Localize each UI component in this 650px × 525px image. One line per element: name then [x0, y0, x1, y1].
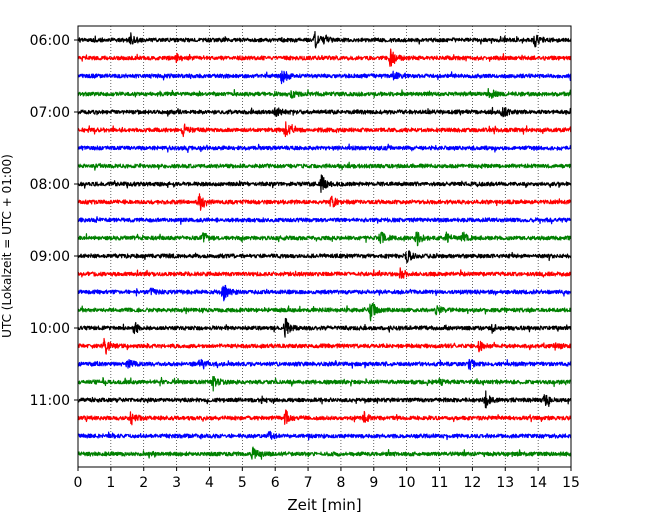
y-tick-label: 08:00 [30, 177, 70, 193]
trace-line [77, 409, 572, 426]
trace-line [77, 174, 572, 193]
plot-background [78, 26, 571, 467]
x-tick-label: 12 [463, 475, 481, 491]
trace-line [77, 87, 572, 99]
x-tick-label: 9 [369, 475, 378, 491]
y-axis-label: UTC (Lokalzeit = UTC + 01:00) [0, 154, 14, 338]
trace-line [77, 358, 572, 371]
trace-line [77, 267, 572, 279]
trace-group [77, 30, 572, 460]
y-tick-label: 07:00 [30, 105, 70, 121]
x-axis-label: Zeit [min] [287, 496, 361, 514]
x-tick-label: 6 [271, 475, 280, 491]
trace-line [77, 284, 572, 302]
y-tick-label: 06:00 [30, 33, 70, 49]
trace-line [77, 193, 572, 211]
y-axis-ticks: 06:00 07:00 08:00 09:00 10:00 11:00 [30, 33, 78, 409]
y-tick-label: 09:00 [30, 249, 70, 265]
trace-line [77, 317, 572, 338]
plot-frame [77, 25, 572, 468]
x-tick-label: 3 [172, 475, 181, 491]
x-tick-label: 10 [398, 475, 416, 491]
trace-line [77, 216, 572, 225]
trace-line [77, 143, 572, 154]
trace-line [77, 161, 572, 171]
y-tick-label: 11:00 [30, 393, 70, 409]
x-tick-label: 11 [431, 475, 449, 491]
x-tick-label: 7 [304, 475, 313, 491]
x-tick-label: 8 [336, 475, 345, 491]
trace-line [77, 106, 572, 118]
trace-line [77, 430, 572, 441]
trace-line [77, 30, 572, 49]
x-tick-label: 15 [562, 475, 580, 491]
x-tick-label: 2 [139, 475, 148, 491]
trace-line [77, 48, 572, 67]
x-tick-label: 1 [106, 475, 115, 491]
x-tick-label: 5 [238, 475, 247, 491]
trace-line [77, 250, 572, 264]
trace-line [77, 446, 572, 460]
trace-line [77, 70, 572, 85]
trace-line [77, 121, 572, 138]
y-tick-label: 10:00 [30, 321, 70, 337]
x-tick-label: 13 [496, 475, 514, 491]
trace-line [77, 337, 572, 355]
x-tick-label: 4 [205, 475, 214, 491]
trace-line [77, 302, 572, 322]
x-tick-label: 14 [529, 475, 547, 491]
x-tick-label: 0 [74, 475, 83, 491]
trace-line [77, 231, 572, 247]
x-axis-ticks: 0 1 2 3 4 5 6 7 8 9 10 11 12 13 14 15 [74, 467, 580, 491]
trace-line [77, 375, 572, 392]
trace-line [77, 390, 572, 409]
